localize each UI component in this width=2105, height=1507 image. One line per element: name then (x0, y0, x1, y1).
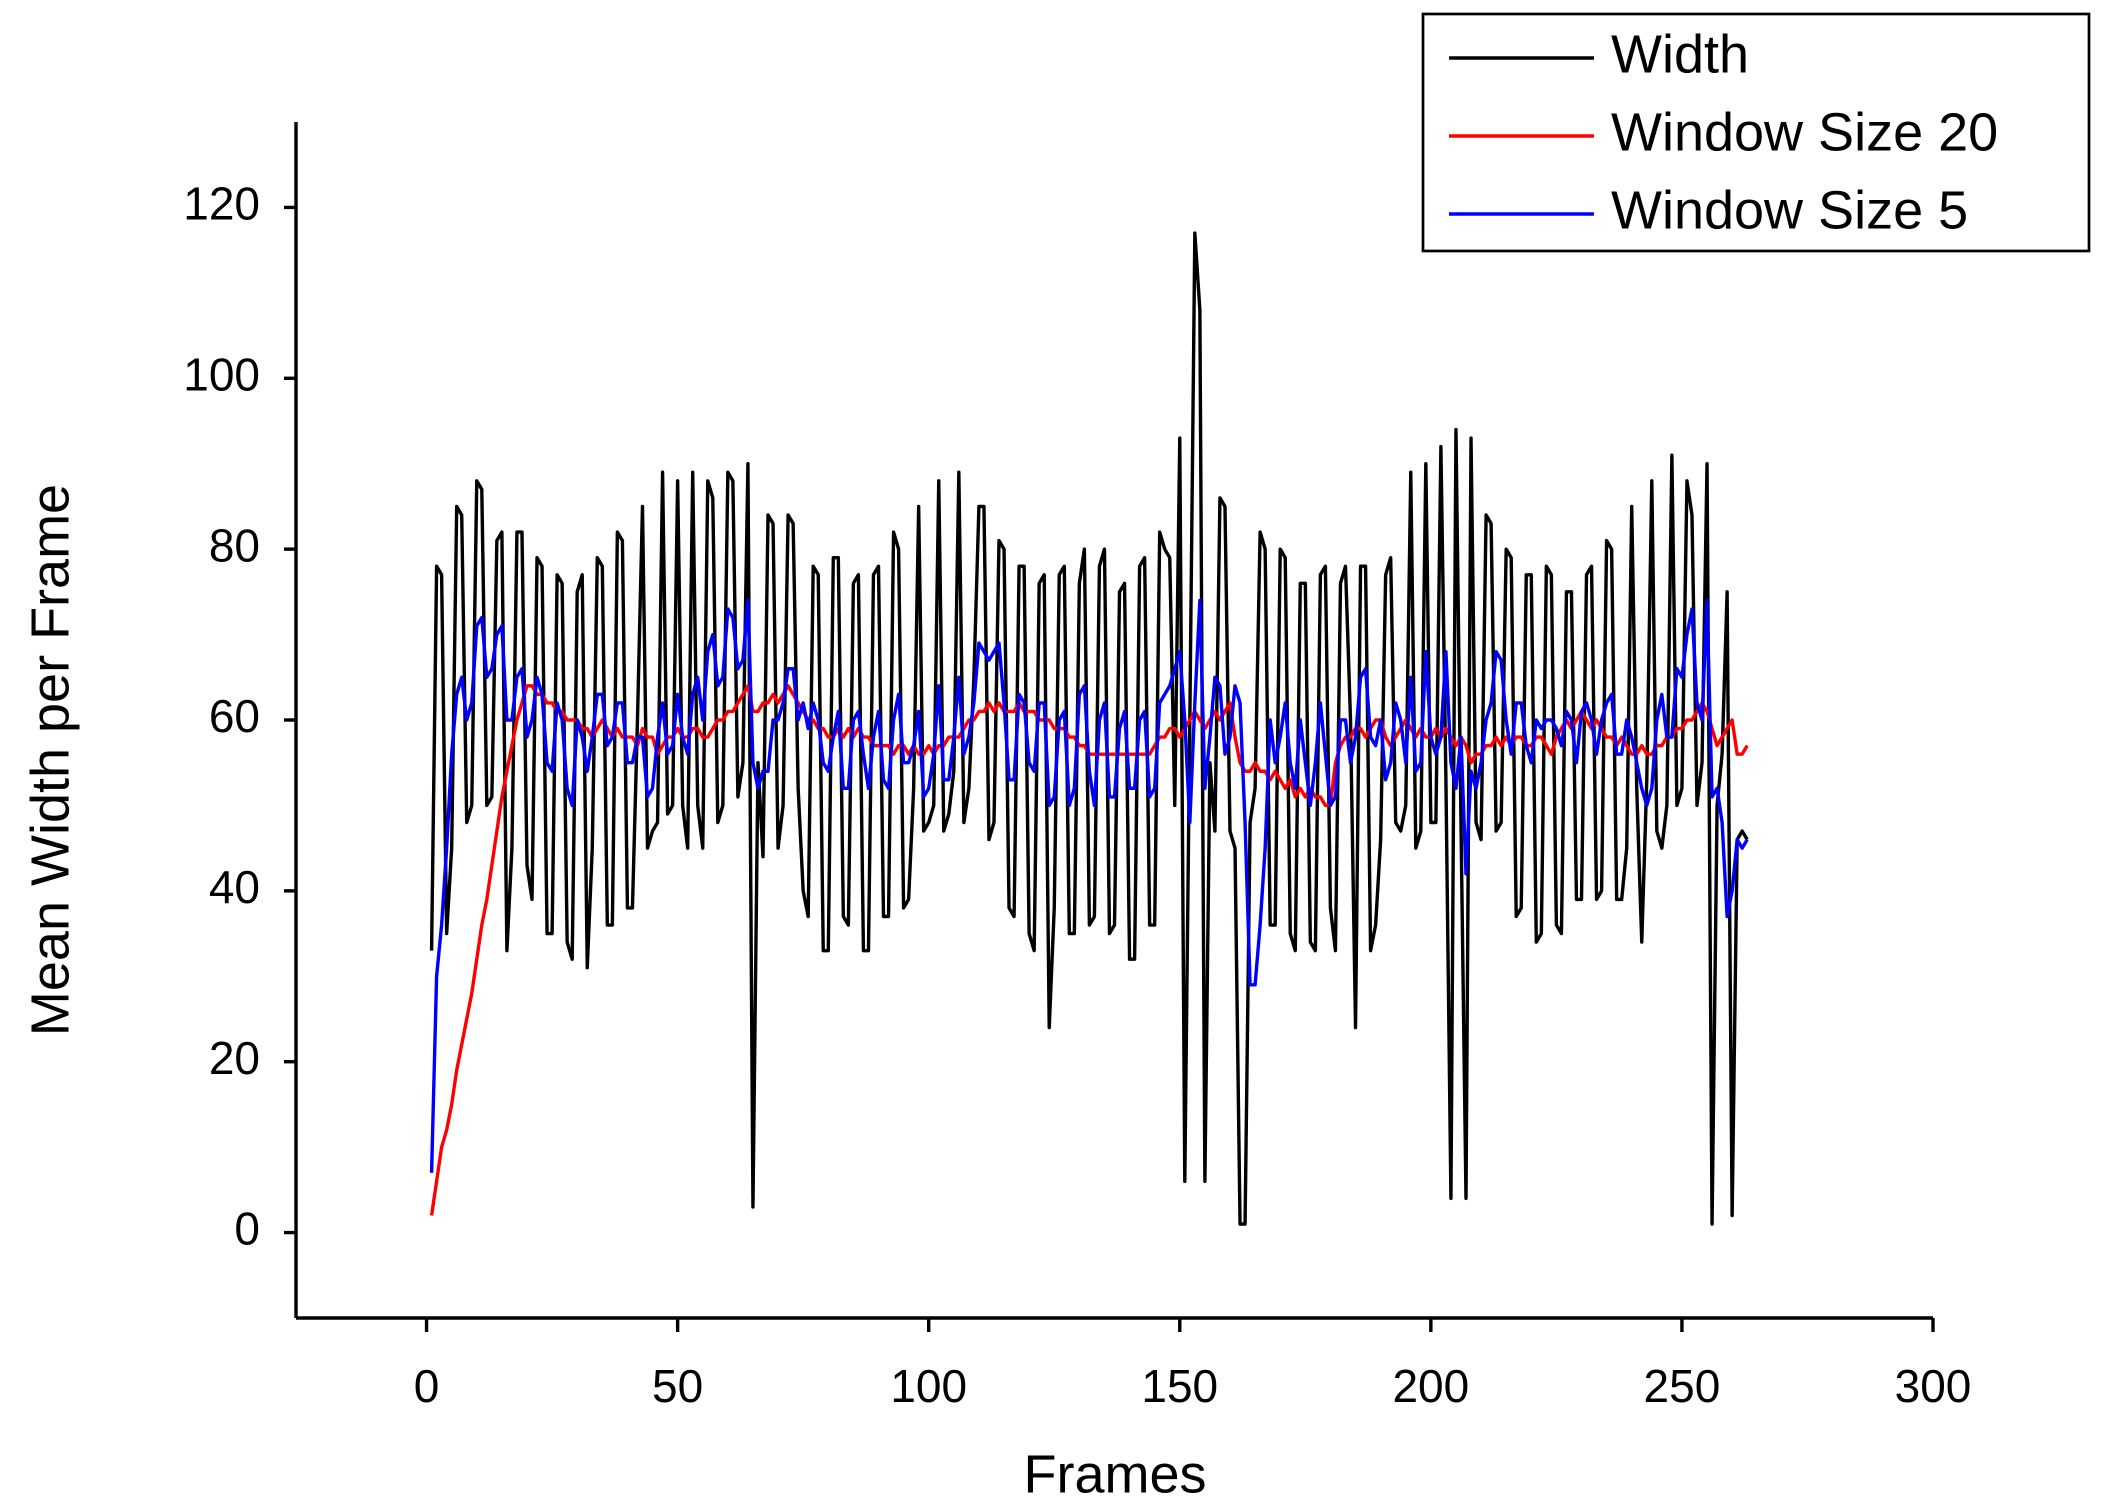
legend-label: Window Size 20 (1611, 102, 1998, 162)
y-tick-label: 100 (183, 348, 260, 400)
legend-box (1421, 12, 2091, 253)
x-tick-label: 250 (1644, 1360, 1721, 1412)
x-tick-label: 150 (1141, 1360, 1218, 1412)
x-tick-label: 50 (652, 1360, 703, 1412)
line-series (429, 598, 1749, 1173)
line-series (429, 231, 1749, 1226)
legend: Width Window Size 20 Window Size 5 (1421, 12, 2091, 253)
y-tick-label: 40 (209, 861, 260, 913)
x-axis-label: Frames (1023, 1444, 1206, 1502)
y-tick-label: 20 (209, 1032, 260, 1084)
legend-label: Width (1611, 24, 1749, 84)
x-tick-label: 0 (414, 1360, 440, 1412)
legend-label: Window Size 5 (1611, 180, 1968, 240)
x-tick-label: 300 (1895, 1360, 1972, 1412)
y-tick-label: 80 (209, 519, 260, 571)
y-tick-label: 0 (234, 1203, 260, 1255)
y-tick-label: 60 (209, 690, 260, 742)
x-tick-label: 100 (890, 1360, 967, 1412)
y-tick-label: 120 (183, 178, 260, 230)
y-axis-label: Mean Width per Frame (20, 484, 80, 1036)
x-tick-label: 200 (1392, 1360, 1469, 1412)
